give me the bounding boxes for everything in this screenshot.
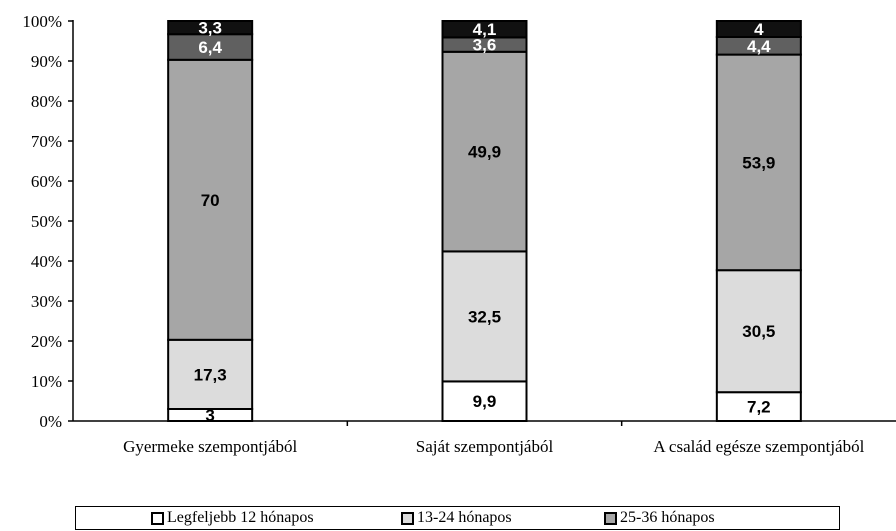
y-tick-label: 40% bbox=[31, 252, 62, 271]
bar-segment bbox=[441, 50, 528, 253]
data-label: 70 bbox=[201, 191, 220, 210]
bar-segment bbox=[167, 33, 254, 61]
legend-item-3: 25-36 hónapos bbox=[604, 509, 715, 527]
bar-segment bbox=[167, 338, 254, 410]
y-tick-label: 0% bbox=[39, 412, 62, 431]
bar-segment bbox=[715, 269, 802, 394]
y-tick-label: 20% bbox=[31, 332, 62, 351]
x-tick-label: Saját szempontjából bbox=[416, 437, 554, 456]
data-label: 32,5 bbox=[468, 307, 501, 326]
data-label: 6,4 bbox=[198, 38, 222, 57]
data-label: 3 bbox=[205, 406, 214, 425]
data-label: 30,5 bbox=[742, 322, 775, 341]
y-tick-label: 10% bbox=[31, 372, 62, 391]
y-tick-label: 60% bbox=[31, 172, 62, 191]
data-label: 53,9 bbox=[742, 153, 775, 172]
legend-label-2: 13-24 hónapos bbox=[417, 509, 512, 526]
data-label: 7,2 bbox=[747, 398, 771, 417]
axes-layer: Gyermeke szempontjából Saját szempontjábó… bbox=[22, 12, 896, 456]
y-tick-label: 50% bbox=[31, 212, 62, 231]
bar-segment bbox=[441, 20, 528, 39]
stacked-bar-chart: 3 17,3 70 6,43,3 9,9 32,5 49,9 3,64,1 7,2 30,5 53,… bbox=[22, 12, 896, 456]
bar-segment bbox=[167, 20, 254, 36]
legend-label-1: Legfeljebb 12 hónapos bbox=[167, 509, 314, 526]
y-tick-label: 100% bbox=[22, 12, 62, 31]
y-tick-label: 80% bbox=[31, 92, 62, 111]
legend-item-1: Legfeljebb 12 hónapos bbox=[151, 509, 314, 527]
legend-item-2: 13-24 hónapos bbox=[401, 509, 512, 527]
data-label: 9,9 bbox=[473, 392, 497, 411]
bar-segment bbox=[715, 20, 802, 38]
legend: Legfeljebb 12 hónapos 13-24 hónapos 25-3… bbox=[75, 506, 840, 530]
data-labels-layer: 3 17,3 70 6,43,3 9,9 32,5 49,9 3,64,1 7,2 30,5 53,… bbox=[194, 19, 776, 425]
data-label: 49,9 bbox=[468, 143, 501, 162]
y-tick-label: 30% bbox=[31, 292, 62, 311]
data-label: 17,3 bbox=[194, 365, 227, 384]
data-label: 4,1 bbox=[473, 20, 497, 39]
data-label: 3,6 bbox=[473, 36, 497, 55]
bars-layer bbox=[167, 20, 802, 423]
legend-label-3: 25-36 hónapos bbox=[620, 509, 715, 526]
x-tick-label: Gyermeke szempontjából bbox=[123, 437, 297, 456]
y-tick-label: 70% bbox=[31, 132, 62, 151]
data-label: 3,3 bbox=[198, 19, 222, 38]
y-tick-label: 90% bbox=[31, 52, 62, 71]
bar-segment bbox=[715, 391, 802, 423]
legend-swatch-3 bbox=[604, 511, 617, 525]
bar-segment bbox=[441, 250, 528, 383]
data-label: 4,4 bbox=[747, 37, 771, 56]
legend-swatch-2 bbox=[401, 511, 414, 525]
x-tick-label: A család egésze szempontjából bbox=[653, 437, 864, 456]
legend-swatch-1 bbox=[151, 511, 164, 525]
data-label: 4 bbox=[754, 20, 764, 39]
